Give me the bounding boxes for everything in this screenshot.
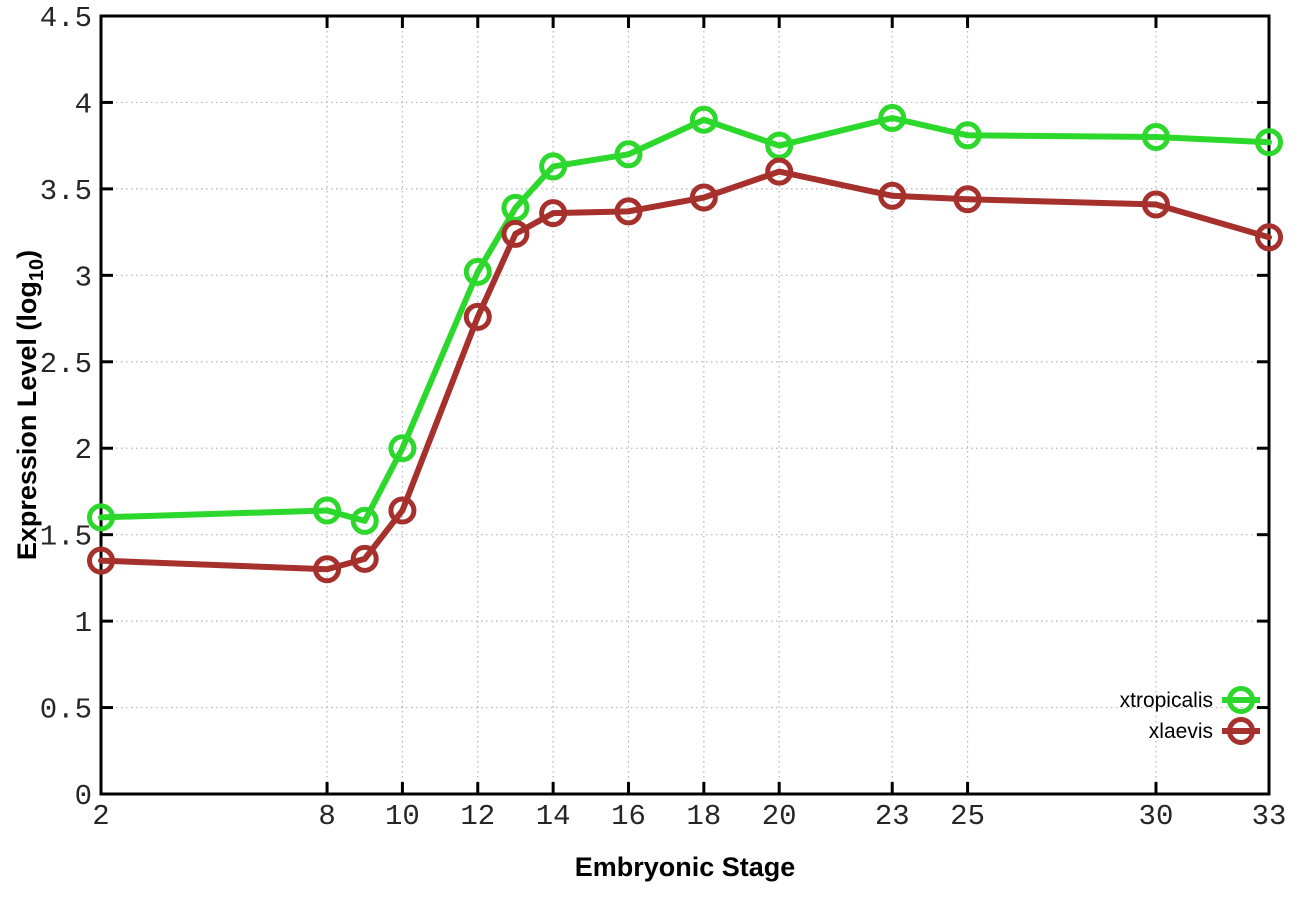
data-point-xlaevis-stage-33 [1255, 223, 1283, 252]
data-point-xtropicalis-stage-9 [350, 506, 379, 535]
data-point-xlaevis-stage-13 [501, 219, 530, 248]
y-tick-label: 2.5 [40, 348, 92, 381]
data-point-xtropicalis-stage-16 [614, 140, 643, 169]
y-tick-label: 3 [75, 261, 92, 294]
y-axis-title: Expression Level (log10) [12, 250, 48, 560]
y-tick-label: 4 [75, 88, 92, 121]
y-tick-label: 2 [75, 434, 92, 467]
data-point-xtropicalis-stage-12 [463, 257, 492, 286]
x-tick-label: 33 [1252, 800, 1287, 833]
legend-marker-xlaevis [1227, 717, 1255, 745]
y-tick-label: 1.5 [40, 521, 92, 554]
data-point-xlaevis-stage-30 [1141, 190, 1170, 219]
data-point-xtropicalis-stage-25 [953, 121, 982, 150]
data-point-xtropicalis-stage-8 [313, 496, 342, 525]
data-point-xlaevis-stage-18 [689, 183, 718, 212]
data-point-xlaevis-stage-8 [313, 555, 342, 584]
y-axis-title-close: ) [12, 250, 42, 259]
x-tick-label: 8 [318, 800, 335, 833]
data-point-xtropicalis-stage-30 [1141, 123, 1170, 152]
data-point-xlaevis-stage-10 [388, 496, 417, 525]
legend-marker-xtropicalis [1227, 686, 1255, 714]
data-point-xtropicalis-stage-14 [539, 152, 568, 181]
data-point-xlaevis-stage-12 [463, 302, 492, 331]
data-point-xlaevis-stage-16 [614, 197, 643, 226]
x-tick-label: 14 [536, 800, 571, 833]
x-tick-label: 2 [92, 800, 109, 833]
x-tick-label: 20 [762, 800, 797, 833]
x-tick-label: 18 [686, 800, 721, 833]
data-point-xlaevis-stage-2 [87, 546, 115, 575]
data-point-xtropicalis-stage-2 [87, 503, 115, 532]
x-tick-label: 23 [875, 800, 910, 833]
y-axis-title-main: Expression Level (log [12, 281, 42, 560]
x-tick-label: 10 [385, 800, 420, 833]
y-axis-title-subscript: 10 [26, 259, 48, 281]
data-point-xtropicalis-stage-18 [689, 105, 718, 134]
x-axis-title: Embryonic Stage [575, 852, 796, 882]
y-tick-label: 0 [75, 780, 92, 813]
y-tick-label: 4.5 [40, 2, 92, 35]
data-point-xlaevis-stage-20 [765, 157, 794, 186]
y-tick-label: 1 [75, 607, 92, 640]
legend-label-xtropicalis: xtropicalis [1120, 689, 1213, 712]
data-point-xlaevis-stage-23 [878, 181, 907, 210]
data-point-xtropicalis-stage-23 [878, 104, 907, 133]
data-point-xtropicalis-stage-20 [765, 131, 794, 160]
x-tick-label: 12 [460, 800, 495, 833]
data-point-xlaevis-stage-25 [953, 185, 982, 214]
chart-generated-layer: 2 8 10 12 14 16 18 20 23 25 30 33 0 0.5 1 1.5 2 2.5 3 3.5 4 4… [40, 2, 1287, 833]
x-tick-label: 16 [611, 800, 646, 833]
x-tick-label: 25 [950, 800, 985, 833]
data-point-xtropicalis-stage-33 [1255, 128, 1283, 157]
data-point-xtropicalis-stage-10 [388, 434, 417, 463]
plot-border [99, 14, 1271, 796]
y-tick-label: 0.5 [40, 694, 92, 727]
x-tick-label: 30 [1139, 800, 1174, 833]
y-tick-label: 3.5 [40, 175, 92, 208]
data-point-xlaevis-stage-9 [350, 544, 379, 573]
data-point-xlaevis-stage-14 [539, 199, 568, 228]
legend-label-xlaevis: xlaevis [1149, 720, 1213, 743]
data-point-xtropicalis-stage-13 [501, 193, 530, 222]
series-line-xtropicalis [98, 115, 1272, 524]
